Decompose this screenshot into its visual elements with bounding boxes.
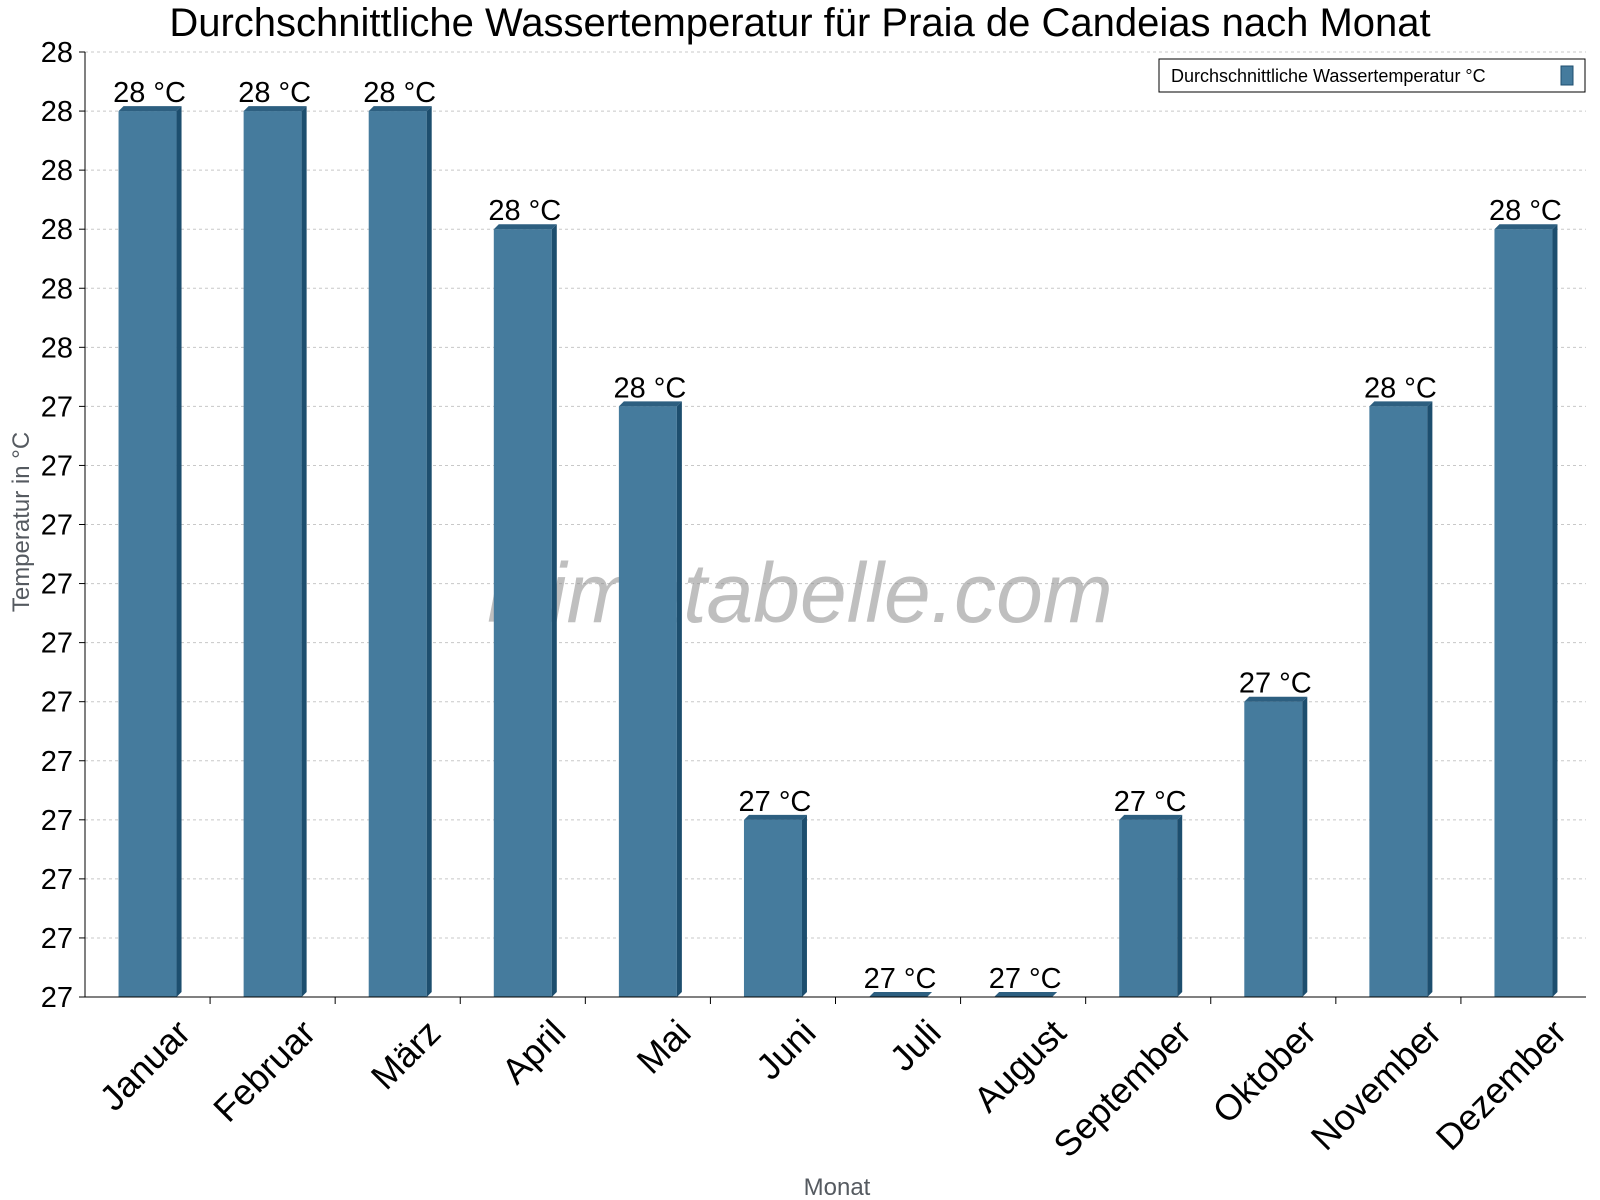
y-tick-label: 27 [41,450,73,482]
bar-9 [1119,814,1183,997]
bar-top [1369,401,1433,407]
bar-front [368,111,427,997]
bar-side [801,814,807,997]
y-tick-label: 27 [41,982,73,1014]
y-tick-label: 28 [41,273,73,305]
bar-side [1552,224,1558,997]
bar-front [493,229,552,997]
data-label: 28 °C [363,77,436,109]
bar-front [118,111,177,997]
bar-side [551,224,557,997]
bar-6 [743,814,807,997]
data-label: 28 °C [1364,372,1437,404]
x-tick-label: November [1303,1012,1449,1158]
x-tick-label: September [1045,1012,1199,1166]
bar-front [243,111,302,997]
y-tick-label: 27 [41,628,73,660]
bar-12 [1494,224,1558,997]
bar-10 [1244,696,1308,997]
bar-top [1244,696,1308,702]
bar-top [1494,224,1558,230]
x-tick-label: Mai [629,1012,699,1082]
bar-8 [994,992,1058,997]
bar-5 [618,401,682,997]
y-tick-label: 28 [41,37,73,69]
data-label: 27 °C [1114,786,1187,818]
bar-top [869,992,933,997]
data-label: 27 °C [989,963,1062,995]
y-tick-label: 27 [41,391,73,423]
bar-7 [869,992,933,997]
data-label: 28 °C [113,77,186,109]
bar-front [743,819,802,997]
legend-swatch [1560,65,1574,86]
x-tick-label: Juni [748,1012,824,1088]
bar-front [1244,701,1303,997]
bar-2 [243,106,307,997]
x-axis-ticks: Januar Februar März April Mai Juni Juli AugustS… [91,997,1574,1165]
bar-side [301,106,307,997]
y-axis-label: Temperatur in °C [8,432,35,612]
bar-top [618,401,682,407]
x-tick-label: Februar [205,1012,323,1130]
data-label: 28 °C [613,372,686,404]
bar-1 [118,106,182,997]
bar-top [493,224,557,230]
y-tick-label: 28 [41,155,73,187]
bar-side [1177,814,1183,997]
data-label: 28 °C [488,195,561,227]
y-tick-label: 28 [41,332,73,364]
bar-top [1119,814,1183,820]
chart-title: Durchschnittliche Wassertemperatur für P… [169,1,1430,45]
grid-lines [85,51,1586,939]
bar-11 [1369,401,1433,997]
y-tick-label: 28 [41,96,73,128]
y-axis-ticks: 27 27 27 27 27 27 27 27 27 27 27 28 28 28 28 28 28 [41,37,85,1014]
bar-top [994,992,1058,997]
y-tick-label: 27 [41,510,73,542]
bars [118,106,1558,997]
bar-3 [368,106,432,997]
bar-front [1369,406,1428,997]
data-label: 27 °C [1239,668,1312,700]
bar-side [1302,696,1308,997]
data-label: 28 °C [1489,195,1562,227]
x-axis-label: Monat [804,1174,871,1200]
bar-4 [493,224,557,997]
bar-top [243,106,307,112]
bar-side [676,401,682,997]
y-tick-label: 27 [41,805,73,837]
y-tick-label: 27 [41,687,73,719]
x-tick-label: Oktober [1204,1012,1324,1132]
bar-top [368,106,432,112]
legend: Durchschnittliche Wassertemperatur °C [1158,58,1586,93]
x-tick-label: August [966,1012,1074,1120]
bar-top [118,106,182,112]
bar-side [1427,401,1433,997]
bar-top [743,814,807,820]
watermark: klimatabelle.com [487,546,1113,640]
data-label: 27 °C [739,786,812,818]
y-tick-label: 27 [41,569,73,601]
bar-side [426,106,432,997]
x-tick-label: Dezember [1428,1012,1574,1158]
y-tick-label: 27 [41,746,73,778]
x-tick-label: März [363,1012,449,1098]
y-tick-label: 27 [41,923,73,955]
legend-box [1158,58,1586,93]
x-tick-label: Juli [882,1012,949,1079]
x-tick-label: April [494,1012,574,1092]
bar-front [1494,229,1553,997]
bar-front [618,406,677,997]
y-tick-label: 28 [41,214,73,246]
y-tick-label: 27 [41,864,73,896]
legend-label: Durchschnittliche Wassertemperatur °C [1171,66,1486,86]
x-tick-label: Januar [91,1012,198,1119]
bar-side [176,106,182,997]
data-label: 27 °C [864,963,937,995]
data-labels: 28 °C 28 °C 28 °C 28 °C 28 °C 27 °C 27 °C 27 °C… [113,77,1562,995]
bar-front [1119,819,1178,997]
data-label: 28 °C [238,77,311,109]
